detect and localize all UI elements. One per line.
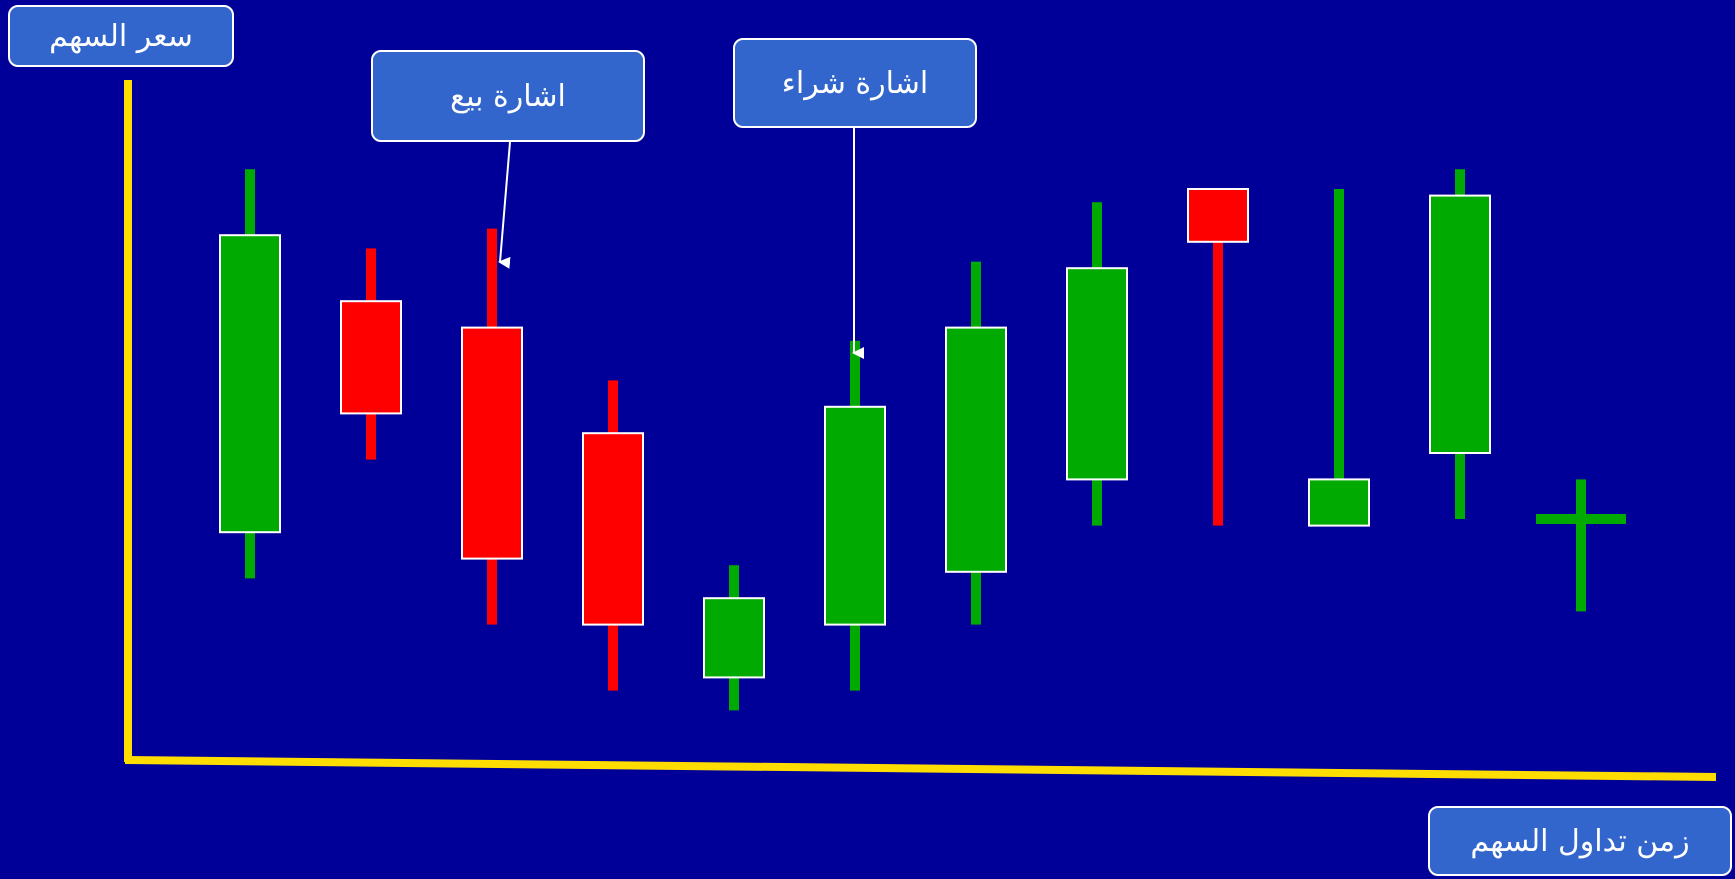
candle-5 bbox=[703, 565, 765, 711]
candle-3 bbox=[461, 228, 523, 625]
candle-4 bbox=[582, 380, 644, 691]
candle-body bbox=[945, 326, 1007, 573]
candle-body bbox=[340, 300, 402, 415]
candle-9 bbox=[1187, 188, 1249, 526]
candle-body bbox=[461, 326, 523, 560]
x-axis-label: زمن تداول السهم bbox=[1428, 806, 1732, 876]
candle-body bbox=[1187, 188, 1249, 243]
candle-body bbox=[1536, 514, 1626, 524]
candle-body bbox=[582, 432, 644, 626]
candle-body bbox=[703, 597, 765, 679]
buy-signal-callout: اشارة شراء bbox=[733, 38, 977, 128]
candle-wick bbox=[1213, 189, 1223, 526]
candle-wick bbox=[1334, 189, 1344, 526]
y-axis-label: سعر السهم bbox=[8, 5, 234, 67]
candle-7 bbox=[945, 261, 1007, 625]
candle-body bbox=[1308, 478, 1370, 527]
candle-body bbox=[824, 405, 886, 626]
sell-signal-callout: اشارة بيع bbox=[371, 50, 645, 142]
candle-12 bbox=[1536, 479, 1626, 612]
sell-signal-arrow bbox=[498, 141, 511, 269]
x-axis-line bbox=[124, 756, 1717, 781]
candle-wick bbox=[1576, 479, 1586, 612]
candle-1 bbox=[219, 169, 281, 579]
candle-body bbox=[1066, 267, 1128, 481]
candle-2 bbox=[340, 248, 402, 460]
candle-6 bbox=[824, 340, 886, 691]
candle-11 bbox=[1429, 169, 1491, 519]
candle-body bbox=[219, 234, 281, 534]
candle-8 bbox=[1066, 202, 1128, 526]
candle-10 bbox=[1308, 189, 1370, 527]
candle-body bbox=[1429, 194, 1491, 454]
candles bbox=[219, 169, 1626, 711]
